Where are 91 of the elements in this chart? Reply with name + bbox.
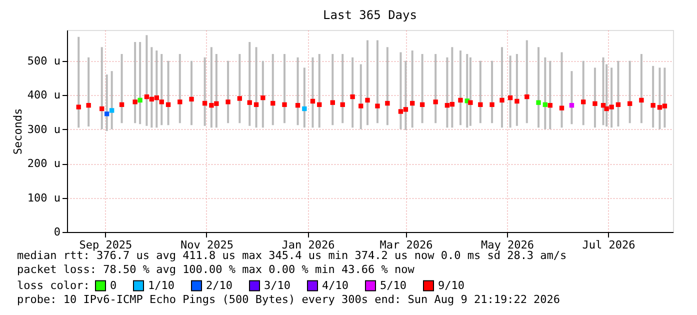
point [282, 102, 287, 107]
y-tick-label: 100 u [27, 191, 60, 204]
point [109, 108, 114, 113]
point [317, 102, 322, 107]
x-tick-label: Sep 2025 [79, 238, 132, 252]
point [450, 102, 455, 107]
x-tick-label: Jul 2026 [582, 238, 636, 252]
point [365, 98, 370, 103]
y-tick-label: 400 u [27, 88, 60, 102]
point [144, 94, 150, 100]
point [609, 104, 614, 110]
point [119, 102, 124, 107]
point [592, 101, 598, 106]
legend-label: 0 [110, 278, 117, 292]
point [375, 104, 380, 108]
point [302, 106, 307, 112]
point [524, 94, 530, 100]
point [458, 98, 463, 103]
point [542, 102, 548, 107]
text: probe: 10 IPv6-ICMP Echo Pings (500 Bytes) every 300s end: Sun Aug 9 21:19:22 2026 [17, 293, 560, 306]
point [358, 104, 364, 108]
point [508, 95, 513, 100]
y-tick-label: 500 u [27, 54, 60, 68]
point [76, 104, 81, 110]
point [166, 102, 171, 107]
point [581, 100, 586, 104]
point [403, 107, 408, 112]
point [295, 102, 300, 108]
legend-label: 5/10 [380, 278, 406, 292]
point [189, 96, 194, 102]
point [178, 100, 182, 104]
y-tick-label: 300 u [27, 122, 60, 136]
legend-label: 4/10 [322, 278, 348, 292]
point [616, 102, 621, 107]
legend-title: loss color: [17, 279, 90, 292]
point [226, 100, 230, 104]
point [209, 102, 214, 108]
y-axis-title: Seconds [11, 108, 24, 155]
point [247, 100, 252, 105]
point [398, 109, 404, 114]
point [420, 102, 425, 107]
y-tick-label: 0 [54, 226, 60, 238]
point [657, 105, 662, 110]
point [490, 102, 494, 107]
legend-label: 2/10 [206, 278, 232, 292]
point [270, 100, 276, 106]
point [433, 100, 438, 104]
point [202, 100, 208, 106]
point [559, 106, 564, 110]
x-tick-label: Nov 2025 [180, 238, 234, 252]
text: packet loss: 78.50 % avg 100.00 % max 0.00 % min 43.66 % now [17, 263, 415, 276]
point [662, 104, 668, 108]
point [478, 102, 483, 107]
point [444, 102, 450, 108]
x-tick-label: Jan 2026 [282, 238, 335, 252]
chart-title: Last 365 Days [323, 8, 417, 22]
point [468, 100, 473, 105]
point [138, 98, 142, 103]
y-tick-label: 200 u [27, 157, 60, 170]
point [330, 100, 335, 105]
point [254, 102, 259, 107]
x-tick-label: May 2026 [480, 238, 534, 252]
point [260, 95, 266, 100]
legend-label: 9/10 [438, 278, 464, 292]
point [214, 101, 219, 106]
point [149, 96, 154, 102]
point [340, 102, 345, 107]
point [132, 100, 138, 104]
x-tick-label: Mar 2026 [380, 238, 433, 252]
point [604, 106, 609, 112]
point [500, 98, 504, 103]
point [548, 102, 552, 108]
text: median rtt: 376.7 us avg 411.8 us max 345.4 us min 374.2 us now 0.0 ms sd 28.3 am/s [17, 249, 567, 262]
point [154, 95, 159, 100]
point [350, 94, 355, 100]
point [86, 102, 91, 108]
point [650, 102, 656, 108]
legend-label: 3/10 [264, 278, 290, 292]
legend-label: 1/10 [148, 278, 174, 292]
point [410, 100, 415, 106]
point [569, 102, 574, 108]
point [385, 100, 390, 106]
point [104, 112, 110, 116]
point [237, 96, 242, 101]
point [536, 100, 541, 105]
point [100, 106, 104, 112]
point [639, 98, 644, 103]
point [627, 101, 632, 106]
point [159, 100, 164, 104]
point [310, 98, 316, 104]
point [514, 98, 520, 104]
